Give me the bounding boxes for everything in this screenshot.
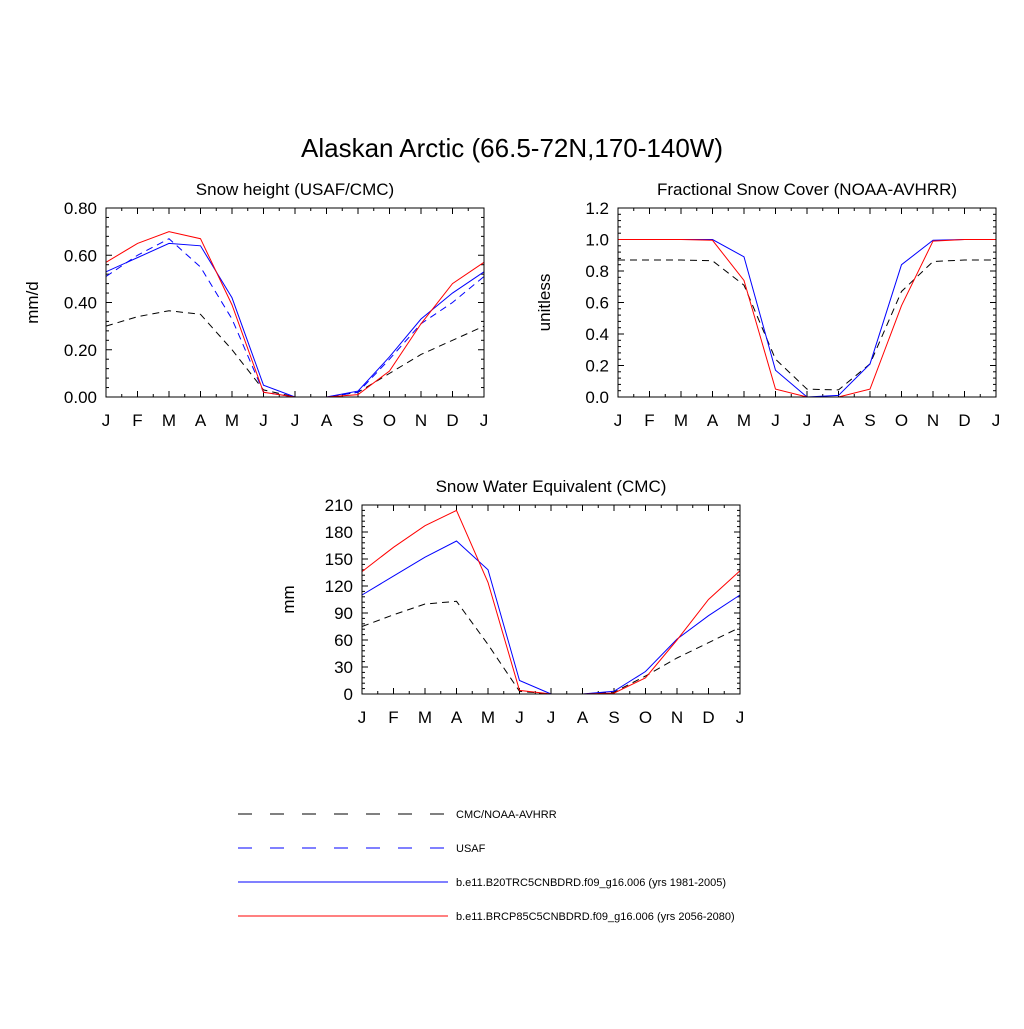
snow-cover-xtick-label: D xyxy=(958,411,970,430)
snow-height-xtick-label: M xyxy=(162,411,176,430)
swe-series-2 xyxy=(362,510,740,694)
snow-cover-xtick-label: A xyxy=(707,411,719,430)
snow-cover-ytick-label: 0.8 xyxy=(585,262,609,281)
swe-ytick-label: 60 xyxy=(334,631,353,650)
snow-height-series-0 xyxy=(106,311,484,397)
swe-xtick-label: M xyxy=(418,708,432,727)
swe-ytick-label: 90 xyxy=(334,604,353,623)
swe-xtick-label: F xyxy=(388,708,398,727)
legend-label: USAF xyxy=(456,843,486,855)
legend-item: USAF xyxy=(238,843,486,855)
swe-ytick-label: 150 xyxy=(325,550,353,569)
legend-label: CMC/NOAA-AVHRR xyxy=(456,809,557,821)
snow-height-series-2 xyxy=(106,243,484,397)
snow-cover-ytick-label: 0.6 xyxy=(585,294,609,313)
snow-height-ticks xyxy=(106,208,484,397)
snow-cover-series-1 xyxy=(618,240,996,398)
snow-height-xtick-label: J xyxy=(102,411,111,430)
snow-cover-ylabel: unitless xyxy=(535,274,554,332)
legend-item: CMC/NOAA-AVHRR xyxy=(238,809,557,821)
swe-ytick-label: 180 xyxy=(325,523,353,542)
snow-height-xtick-label: S xyxy=(352,411,363,430)
snow-height-xtick-label: F xyxy=(132,411,142,430)
swe-ytick-label: 210 xyxy=(325,496,353,515)
swe-ytick-label: 0 xyxy=(344,685,353,704)
snow-cover-ytick-label: 1.2 xyxy=(585,199,609,218)
snow-height-xtick-label: A xyxy=(321,411,333,430)
swe-xtick-label: D xyxy=(702,708,714,727)
swe-ytick-label: 120 xyxy=(325,577,353,596)
snow-height-xtick-label: M xyxy=(225,411,239,430)
snow-height-ytick-label: 0.60 xyxy=(64,246,97,265)
snow-cover-title: Fractional Snow Cover (NOAA-AVHRR) xyxy=(657,180,957,199)
swe-xtick-label: A xyxy=(577,708,589,727)
swe-series-0 xyxy=(362,601,740,694)
legend-label: b.e11.B20TRC5CNBDRD.f09_g16.006 (yrs 198… xyxy=(456,877,726,889)
snow-height-ytick-label: 0.80 xyxy=(64,199,97,218)
swe-xtick-label: J xyxy=(547,708,556,727)
swe-xtick-label: J xyxy=(358,708,367,727)
snow-cover-frame xyxy=(618,208,996,397)
snow-height-ytick-label: 0.40 xyxy=(64,294,97,313)
swe-xtick-label: M xyxy=(481,708,495,727)
legend: CMC/NOAA-AVHRR USAF b.e11.B20TRC5CNBDRD.f0… xyxy=(238,809,735,923)
snow-cover-xtick-label: N xyxy=(927,411,939,430)
snow-cover-xtick-label: S xyxy=(864,411,875,430)
snow-height-series-1 xyxy=(106,239,484,397)
snow-cover-xtick-label: M xyxy=(737,411,751,430)
snow-height-frame xyxy=(106,208,484,397)
snow-cover-xtick-label: J xyxy=(992,411,1001,430)
snow-cover-panel: Fractional Snow Cover (NOAA-AVHRR) unitle… xyxy=(535,180,1000,430)
snow-cover-xtick-label: M xyxy=(674,411,688,430)
snow-height-xtick-label: J xyxy=(259,411,268,430)
swe-panel: Snow Water Equivalent (CMC)mmJ F M A M J J A S O N… xyxy=(279,477,744,727)
snow-cover-ytick-label: 0.2 xyxy=(585,357,609,376)
snow-cover-xtick-label: F xyxy=(644,411,654,430)
swe-frame xyxy=(362,505,740,694)
swe-xtick-label: J xyxy=(736,708,745,727)
snow-height-ylabel: mm/d xyxy=(23,281,42,324)
snow-cover-xtick-label: J xyxy=(803,411,812,430)
snow-height-xtick-label: N xyxy=(415,411,427,430)
snow-cover-xtick-label: J xyxy=(614,411,623,430)
swe-ylabel: mm xyxy=(279,585,298,613)
snow-cover-ytick-label: 1.0 xyxy=(585,231,609,250)
legend-item: b.e11.B20TRC5CNBDRD.f09_g16.006 (yrs 198… xyxy=(238,877,726,889)
swe-xtick-label: J xyxy=(515,708,524,727)
swe-title: Snow Water Equivalent (CMC) xyxy=(436,477,667,496)
swe-xtick-label: A xyxy=(451,708,463,727)
swe-series-1 xyxy=(362,541,740,694)
snow-cover-xtick-label: A xyxy=(833,411,845,430)
snow-height-xtick-label: A xyxy=(195,411,207,430)
snow-height-xtick-label: J xyxy=(480,411,489,430)
figure-title: Alaskan Arctic (66.5-72N,170-140W) xyxy=(301,133,723,163)
snow-height-ytick-label: 0.20 xyxy=(64,341,97,360)
swe-xtick-label: S xyxy=(608,708,619,727)
snow-height-xtick-label: O xyxy=(383,411,396,430)
snow-cover-ticks xyxy=(618,208,996,397)
legend-label: b.e11.BRCP85C5CNBDRD.f09_g16.006 (yrs 20… xyxy=(456,911,735,923)
snow-height-xtick-label: J xyxy=(291,411,300,430)
snow-cover-series-2 xyxy=(618,240,996,398)
snow-cover-series-0 xyxy=(618,260,996,390)
snow-height-title: Snow height (USAF/CMC) xyxy=(196,180,394,199)
snow-height-panel: Snow height (USAF/CMC)mm/dJ F M A M J J A S O N D J0… xyxy=(23,180,488,430)
swe-xtick-label: O xyxy=(639,708,652,727)
legend-item: b.e11.BRCP85C5CNBDRD.f09_g16.006 (yrs 20… xyxy=(238,911,735,923)
snow-cover-ytick-label: 0.0 xyxy=(585,388,609,407)
snow-height-ytick-label: 0.00 xyxy=(64,388,97,407)
snow-cover-xtick-label: O xyxy=(895,411,908,430)
panels: Snow height (USAF/CMC)mm/dJ F M A M J J A S O N D J0… xyxy=(23,180,1000,727)
snow-cover-ytick-label: 0.4 xyxy=(585,325,609,344)
snow-height-xtick-label: D xyxy=(446,411,458,430)
swe-ticks xyxy=(362,505,740,694)
swe-xtick-label: N xyxy=(671,708,683,727)
swe-ytick-label: 30 xyxy=(334,658,353,677)
snow-cover-xtick-label: J xyxy=(771,411,780,430)
